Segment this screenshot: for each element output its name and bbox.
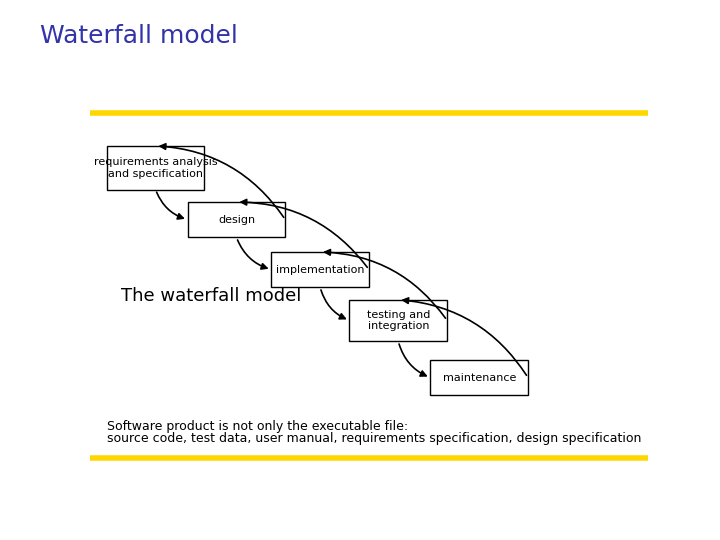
FancyBboxPatch shape — [349, 300, 447, 341]
Text: design: design — [218, 215, 255, 225]
Text: source code, test data, user manual, requirements specification, design specific: source code, test data, user manual, req… — [107, 432, 641, 445]
Text: requirements analysis
and specification: requirements analysis and specification — [94, 157, 217, 179]
Text: The waterfall model: The waterfall model — [121, 287, 301, 305]
Text: testing and
integration: testing and integration — [366, 310, 430, 332]
Text: implementation: implementation — [276, 265, 364, 274]
FancyBboxPatch shape — [271, 252, 369, 287]
Text: maintenance: maintenance — [443, 373, 516, 383]
FancyBboxPatch shape — [188, 202, 285, 238]
FancyBboxPatch shape — [107, 146, 204, 190]
Text: Waterfall model: Waterfall model — [40, 24, 238, 48]
FancyBboxPatch shape — [431, 360, 528, 395]
Text: Software product is not only the executable file:: Software product is not only the executa… — [107, 420, 408, 433]
